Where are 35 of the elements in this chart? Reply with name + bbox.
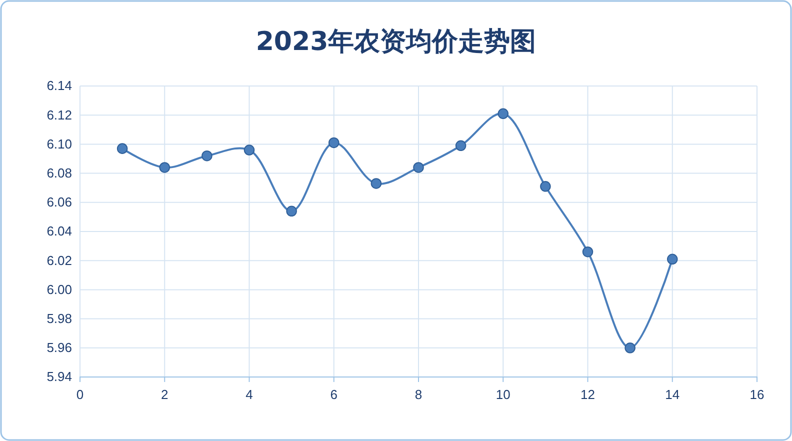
y-tick-label: 5.96	[46, 340, 72, 356]
x-tick-label: 16	[750, 387, 764, 402]
point	[624, 342, 636, 354]
y-tick-label: 6.02	[46, 252, 72, 268]
point	[116, 143, 128, 154]
x-tick-label: 2	[161, 387, 168, 402]
point	[498, 108, 509, 120]
x-tick-label: 4	[246, 387, 253, 402]
y-tick-label: 6.10	[46, 136, 72, 152]
point	[328, 137, 340, 148]
y-tick-label: 6.04	[46, 224, 72, 239]
point	[159, 162, 170, 173]
x-tick-label: 12	[580, 387, 595, 402]
y-tick-label: 6.12	[46, 107, 72, 122]
point	[582, 246, 594, 258]
point	[370, 178, 382, 189]
y-tick-label: 6.00	[46, 282, 72, 297]
point	[455, 140, 466, 152]
x-tick-label: 14	[665, 387, 680, 402]
x-tick-label: 0	[76, 387, 84, 402]
chart-title: 2023年农资均价走势图	[256, 27, 536, 57]
point	[244, 144, 255, 156]
x-tick-label: 6	[330, 387, 338, 402]
point	[413, 162, 424, 173]
y-tick-label: 6.06	[46, 194, 72, 210]
point	[540, 181, 551, 192]
x-tick-label: 10	[496, 387, 510, 402]
point	[666, 254, 678, 265]
point	[202, 150, 212, 162]
y-tick-label: 6.08	[46, 165, 72, 180]
y-tick-label: 6.14	[46, 78, 72, 94]
y-tick-label: 5.98	[46, 310, 72, 326]
point	[286, 206, 297, 217]
y-tick-label: 5.94	[46, 369, 72, 384]
x-tick-label: 8	[414, 387, 422, 402]
